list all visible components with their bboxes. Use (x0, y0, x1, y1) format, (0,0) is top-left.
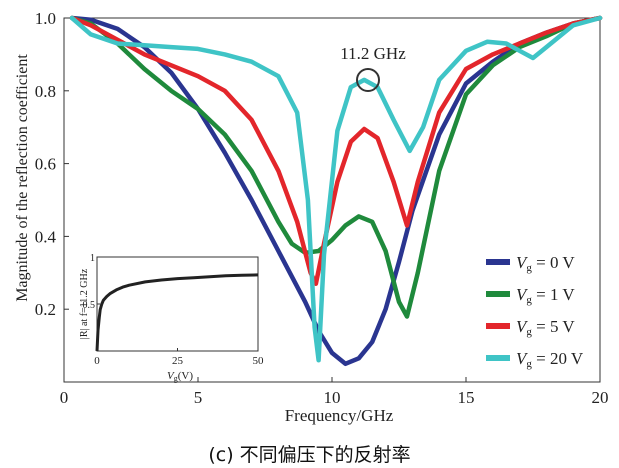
legend-label: Vg = 1 V (516, 285, 575, 306)
inset-ticks: 0 25 50 0.5 1 (83, 253, 265, 367)
inset-x-axis-label-rest: (V) (178, 370, 194, 382)
inset-x-axis-label-sub: g (174, 374, 178, 383)
y-tick-label: 0.6 (35, 155, 56, 174)
annotation-circle (356, 68, 380, 92)
inset-x-axis-label-var: V (167, 370, 175, 382)
legend-label: Vg = 20 V (516, 349, 584, 370)
main-y-axis-label: Magnitude of the reflection coefficient (14, 54, 31, 302)
legend-text: = 1 V (532, 285, 576, 304)
legend-text: = 20 V (532, 349, 584, 368)
series-line-1 (69, 15, 603, 319)
inset-x-tick-label: 25 (172, 355, 184, 367)
inset-y-tick-label: 1 (90, 253, 95, 264)
x-tick-label: 10 (324, 388, 341, 407)
main-x-axis-label: Frequency/GHz (285, 406, 394, 425)
inset-chart: 0 25 50 0.5 1 |R| at f=11.2 GHz Vg(V) (79, 253, 264, 383)
legend-var: V (516, 317, 529, 336)
annotation-label: 11.2 GHz (340, 44, 406, 63)
legend-text: = 5 V (532, 317, 576, 336)
inset-series-line-0 (95, 273, 259, 352)
y-tick-label: 0.4 (35, 227, 57, 246)
legend-label: Vg = 0 V (516, 253, 575, 274)
y-tick-label: 0.2 (35, 300, 56, 319)
figure-caption: (c) 不同偏压下的反射率 (208, 444, 411, 466)
inset-y-tick-label: 0.5 (83, 300, 96, 311)
y-tick-label: 0.8 (35, 82, 56, 101)
inset-x-tick-label: 50 (253, 355, 265, 367)
legend-var: V (516, 285, 529, 304)
y-tick-label: 1.0 (35, 9, 56, 28)
inset-series (95, 273, 259, 352)
x-tick-label: 20 (592, 388, 609, 407)
inset-x-tick-label: 0 (94, 355, 100, 367)
legend-sub: g (526, 294, 532, 306)
main-series (69, 15, 603, 367)
legend: Vg = 0 VVg = 1 VVg = 5 VVg = 20 V (486, 253, 584, 370)
legend-text: = 0 V (532, 253, 576, 272)
legend-label: Vg = 5 V (516, 317, 575, 338)
legend-sub: g (526, 358, 532, 370)
legend-var: V (516, 253, 529, 272)
legend-var: V (516, 349, 529, 368)
x-tick-label: 15 (458, 388, 475, 407)
inset-x-axis-label: Vg(V) (167, 370, 193, 383)
x-tick-label: 0 (60, 388, 69, 407)
inset-plot-frame (96, 256, 259, 352)
x-tick-label: 5 (194, 388, 203, 407)
main-ticks: 0 5 10 15 200.20.40.60.81.0 (35, 9, 609, 407)
series-line-2 (69, 15, 603, 286)
series-line-3 (69, 15, 603, 363)
legend-sub: g (526, 262, 532, 274)
series-line-0 (69, 15, 603, 367)
inset-y-axis-label: |R| at f=11.2 GHz (79, 268, 90, 339)
legend-sub: g (526, 326, 532, 338)
